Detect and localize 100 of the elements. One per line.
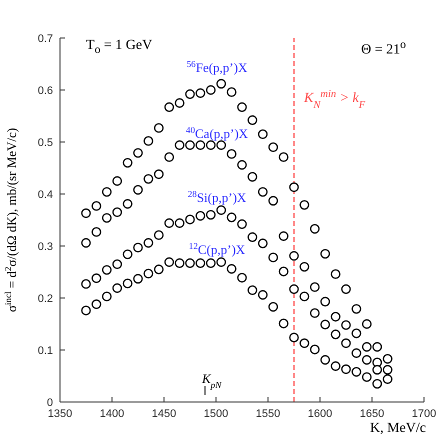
- point: [352, 348, 362, 358]
- point: [154, 230, 164, 240]
- point: [81, 238, 91, 248]
- point: [144, 268, 154, 278]
- series-label: $^{56}$Fe(p,p’)X: [186, 59, 248, 75]
- point: [248, 115, 258, 126]
- point: [320, 355, 330, 365]
- point: [278, 318, 288, 328]
- point: [102, 213, 112, 223]
- point: [206, 140, 216, 150]
- point: [174, 98, 184, 108]
- point: [164, 102, 174, 112]
- point: [278, 231, 288, 241]
- point: [237, 219, 247, 230]
- point: [278, 266, 288, 276]
- point: [112, 259, 122, 270]
- x-tick-label: 1400: [100, 408, 124, 420]
- point: [310, 282, 320, 292]
- point: [122, 278, 132, 288]
- point: [102, 265, 112, 275]
- point: [133, 242, 143, 252]
- point: [196, 140, 206, 150]
- point: [102, 187, 112, 197]
- point: [248, 232, 258, 242]
- point: [185, 258, 195, 268]
- ref-line-label: K$_{N}$$^{min}$ > k$_{F}$: [303, 88, 366, 110]
- x-tick-label: 1650: [360, 408, 384, 420]
- point: [164, 152, 174, 162]
- point: [372, 364, 382, 375]
- series-label: $^{28}$Si(p,p’)X: [188, 189, 247, 205]
- point: [174, 258, 184, 268]
- x-tick-label: 1600: [308, 408, 332, 420]
- point: [248, 172, 258, 182]
- point: [372, 342, 382, 352]
- point: [81, 208, 91, 218]
- point: [112, 283, 122, 293]
- point: [320, 296, 330, 306]
- point: [185, 140, 195, 150]
- point: [112, 176, 122, 186]
- point: [144, 174, 154, 184]
- point: [300, 262, 310, 272]
- point: [174, 140, 184, 150]
- y-tick-label: 0.4: [38, 188, 53, 201]
- point: [81, 306, 91, 316]
- point: [144, 136, 154, 146]
- point: [226, 264, 236, 274]
- point: [196, 258, 206, 268]
- point: [289, 332, 299, 342]
- point: [268, 252, 278, 262]
- point: [81, 279, 91, 289]
- annotation: Θ = 21$^{o}$: [361, 38, 406, 59]
- point: [330, 361, 340, 371]
- point: [372, 378, 382, 389]
- point: [196, 88, 206, 98]
- point: [330, 330, 340, 340]
- point: [216, 257, 226, 267]
- point: [289, 251, 299, 261]
- point: [382, 364, 392, 375]
- y-tick-label: 0.6: [38, 84, 53, 97]
- point: [164, 218, 174, 228]
- point: [92, 299, 102, 310]
- point: [154, 264, 164, 274]
- point: [226, 149, 236, 159]
- point: [258, 238, 268, 248]
- series-label: $^{12}$C(p,p’)X: [188, 241, 246, 257]
- point: [362, 319, 372, 329]
- y-tick-label: 0.2: [38, 292, 53, 305]
- point: [300, 200, 310, 210]
- point: [216, 205, 226, 215]
- point: [330, 269, 340, 279]
- point: [144, 238, 154, 248]
- y-tick-label: 0.7: [38, 32, 53, 45]
- point: [216, 140, 226, 150]
- point: [122, 249, 132, 260]
- annotation: T$_{o}$ = 1 GeV: [86, 38, 152, 56]
- point: [226, 212, 236, 222]
- x-tick-label: 1350: [48, 408, 72, 420]
- point: [112, 207, 122, 218]
- point: [352, 366, 362, 377]
- point: [362, 372, 372, 382]
- point: [320, 248, 330, 259]
- point: [237, 102, 247, 112]
- point: [133, 148, 143, 158]
- x-tick-label: 1450: [152, 408, 176, 420]
- point: [320, 320, 330, 330]
- point: [310, 344, 320, 354]
- point: [206, 210, 216, 220]
- point: [341, 284, 351, 294]
- point: [300, 338, 310, 348]
- point: [362, 355, 372, 365]
- point: [122, 158, 132, 168]
- point: [102, 292, 112, 302]
- point: [133, 274, 143, 284]
- point: [289, 182, 299, 192]
- point: [310, 308, 320, 318]
- point: [382, 354, 392, 364]
- point: [341, 364, 351, 374]
- point: [352, 304, 362, 314]
- point: [289, 284, 299, 294]
- point: [206, 258, 216, 268]
